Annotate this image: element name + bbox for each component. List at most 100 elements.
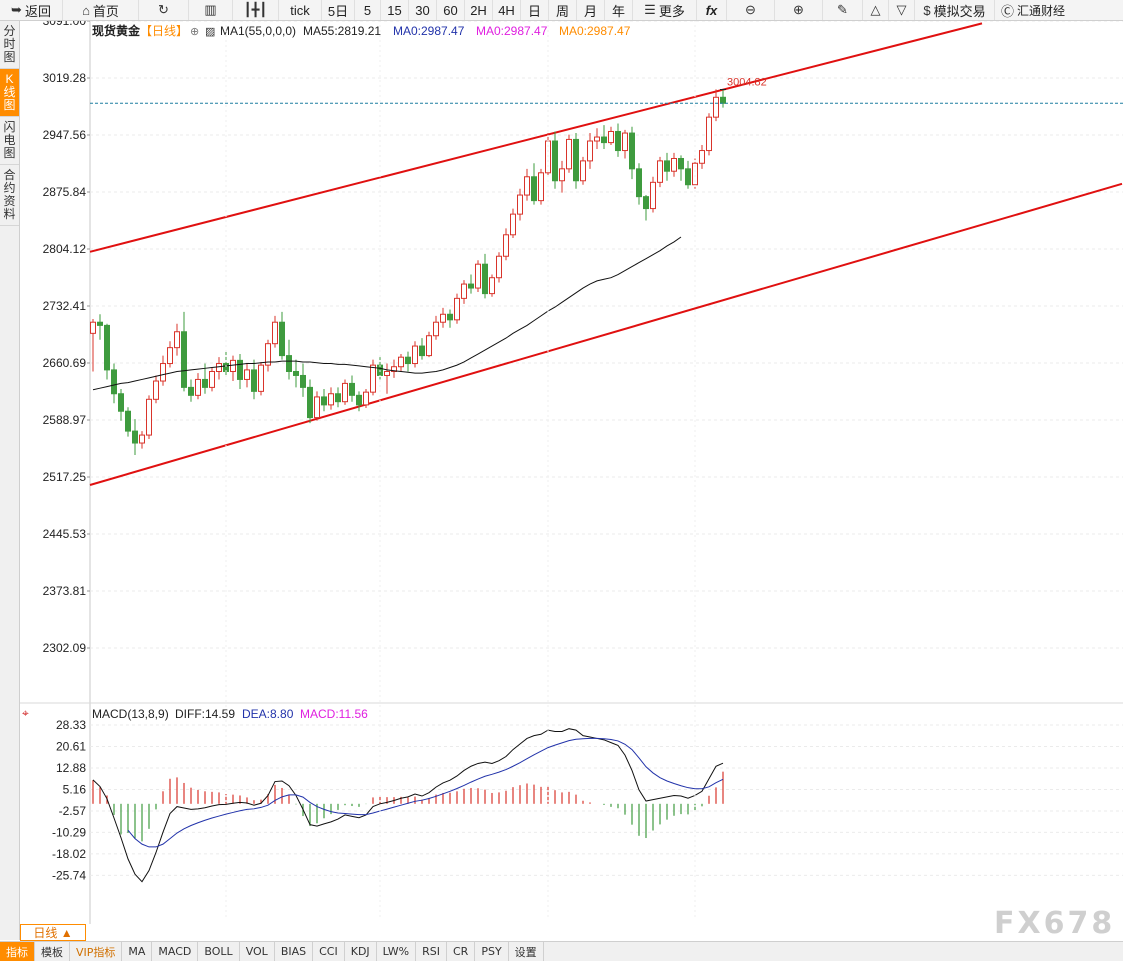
tab-contract-info[interactable]: 合约资料 xyxy=(0,165,19,226)
candle-body xyxy=(468,283,474,289)
zoom-out-button[interactable]: ⊖ xyxy=(727,0,775,20)
indicator-tab[interactable]: 模板 xyxy=(35,942,70,961)
tab-time-chart[interactable]: 分时图 xyxy=(0,21,19,69)
candle-body xyxy=(307,386,313,419)
indicator-tab[interactable]: RSI xyxy=(416,942,447,961)
candle xyxy=(391,359,397,378)
candle xyxy=(195,373,201,400)
tick-button[interactable]: tick xyxy=(279,0,322,20)
indicator-tab[interactable]: CR xyxy=(447,942,476,961)
candle xyxy=(188,379,194,402)
more-button[interactable]: ☰ 更多 xyxy=(633,0,697,20)
indicator-tab[interactable]: MA xyxy=(122,942,153,961)
macd-target-icon[interactable]: ⌖ xyxy=(22,706,29,720)
period-button-15m[interactable]: 15 xyxy=(381,0,409,20)
indicator-tab[interactable]: VOL xyxy=(240,942,275,961)
formula-button[interactable]: fx xyxy=(697,0,727,20)
period-button-5m[interactable]: 5 xyxy=(355,0,381,20)
pencil-icon: ✎ xyxy=(837,2,848,17)
period-button-month[interactable]: 月 xyxy=(577,0,605,20)
tab-label-char: 合 xyxy=(3,168,16,182)
candle xyxy=(125,407,131,437)
sim-trade-button[interactable]: $ 模拟交易 xyxy=(915,0,995,20)
candle-body xyxy=(608,130,614,144)
bar-chart-icon: ▥ xyxy=(204,2,217,17)
candle-body xyxy=(461,283,467,299)
back-button[interactable]: ➥ 返回 xyxy=(0,0,63,20)
chart-area[interactable]: 3091.00 3019.28 2947.56 2875.84 2804.12 2732.… xyxy=(20,21,1123,924)
candle-body xyxy=(398,356,404,368)
candle xyxy=(678,155,684,181)
price-axis: 3091.00 3019.28 2947.56 2875.84 2804.12 2732.… xyxy=(43,21,87,655)
bar-chart-button[interactable]: ▥ xyxy=(189,0,233,20)
indicator-tab[interactable]: PSY xyxy=(475,942,509,961)
candle xyxy=(706,113,712,156)
legend-symbol: 现货黄金 xyxy=(92,23,141,38)
candle-body xyxy=(615,130,621,152)
refresh-button[interactable]: ↻ xyxy=(139,0,189,20)
period-button-4h[interactable]: 4H xyxy=(493,0,521,20)
candle-body xyxy=(363,391,369,406)
tab-flash-chart[interactable]: 闪电图 xyxy=(0,117,19,165)
candle xyxy=(272,315,278,348)
draw-button[interactable]: ✎ xyxy=(823,0,863,20)
candle-body xyxy=(678,157,684,170)
triangle-up-button[interactable]: △ xyxy=(863,0,889,20)
candle-body xyxy=(629,132,635,170)
candle xyxy=(720,89,726,108)
candle-body xyxy=(573,138,579,182)
indicator-tab[interactable]: 指标 xyxy=(0,942,35,961)
macd-tick-label: -25.74 xyxy=(52,868,86,882)
candle-body xyxy=(440,313,446,323)
candle xyxy=(601,125,607,149)
candle-body xyxy=(370,364,376,393)
indicator-tab[interactable]: CCI xyxy=(313,942,345,961)
indicator-tab[interactable]: LW% xyxy=(377,942,417,961)
indicator-tab[interactable]: VIP指标 xyxy=(70,942,123,961)
candle xyxy=(132,419,138,455)
candle xyxy=(622,129,628,159)
candle-body xyxy=(314,396,320,419)
candle xyxy=(580,156,586,185)
indicator-tab[interactable]: MACD xyxy=(152,942,199,961)
channel-lower-line xyxy=(89,182,1123,486)
candle xyxy=(482,253,488,299)
indicator-tab[interactable]: BIAS xyxy=(275,942,314,961)
zoom-in-button[interactable]: ⊕ xyxy=(775,0,823,20)
legend-ma0-a: MA0:2987.47 xyxy=(393,24,465,38)
period-selector[interactable]: 日线 ▲ xyxy=(20,924,86,941)
price-tick-label: 2660.69 xyxy=(43,356,87,370)
candle xyxy=(461,280,467,304)
triangle-down-button[interactable]: ▽ xyxy=(889,0,915,20)
indicator-tab[interactable]: BOLL xyxy=(198,942,240,961)
candle-body xyxy=(300,374,306,388)
period-button-day[interactable]: 日 xyxy=(521,0,549,20)
candle xyxy=(636,163,642,205)
fx-icon: fx xyxy=(705,2,718,18)
candle-body xyxy=(167,347,173,365)
period-button-year[interactable]: 年 xyxy=(605,0,633,20)
period-button-30m[interactable]: 30 xyxy=(409,0,437,20)
period-button-week[interactable]: 周 xyxy=(549,0,577,20)
legend-macd-value: MACD:11.56 xyxy=(300,707,368,721)
candle xyxy=(447,309,453,328)
macd-tick-label: 12.88 xyxy=(56,761,86,775)
period-button-2h[interactable]: 2H xyxy=(465,0,493,20)
home-button[interactable]: ⌂ 首页 xyxy=(63,0,139,20)
candle xyxy=(489,274,495,297)
candle xyxy=(251,359,257,400)
candle xyxy=(594,128,600,149)
candle-body xyxy=(531,176,537,202)
period-button-60m[interactable]: 60 xyxy=(437,0,465,20)
brand-button[interactable]: Ⓒ 汇通财经 xyxy=(995,0,1067,20)
candle xyxy=(265,339,271,372)
candle-chart-button[interactable]: ┃╋┃ xyxy=(233,0,279,20)
indicator-tab[interactable]: 设置 xyxy=(509,942,544,961)
settings-icon[interactable]: ⊕ xyxy=(190,26,199,38)
candle xyxy=(503,228,509,261)
candle-body xyxy=(118,393,124,412)
period-button-5d[interactable]: 5日 xyxy=(322,0,355,20)
indicator-tab[interactable]: KDJ xyxy=(345,942,377,961)
candle-body xyxy=(692,162,698,186)
